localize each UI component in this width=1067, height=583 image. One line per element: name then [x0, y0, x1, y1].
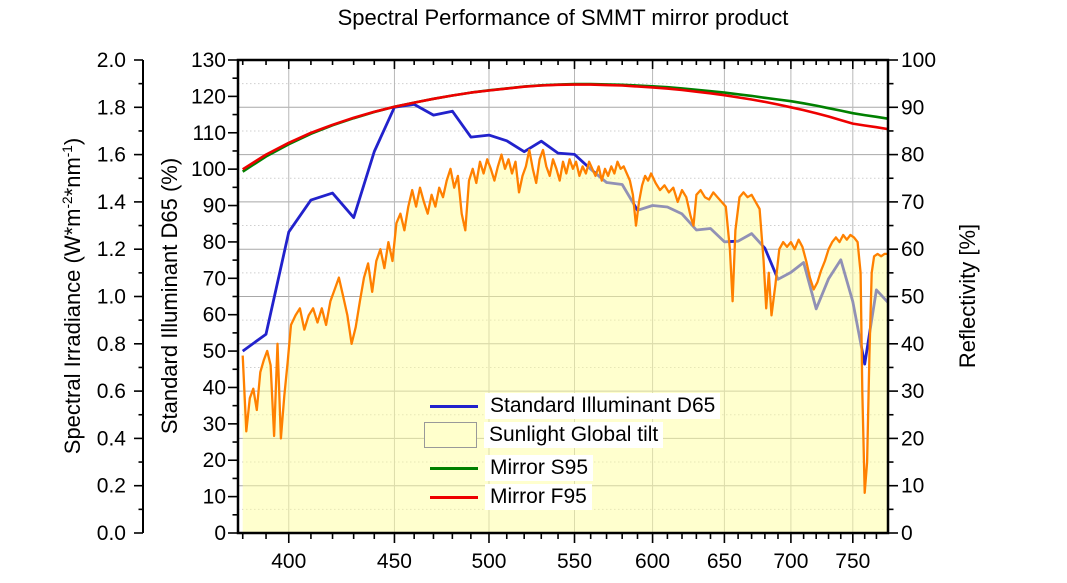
series-sunlight-fill [242, 149, 888, 533]
x-tick-label: 500 [471, 550, 506, 573]
legend-label: Sunlight Global tilt [484, 422, 664, 448]
irradiance-tick-label: 2.0 [97, 49, 126, 72]
x-tick-label: 700 [773, 550, 808, 573]
x-tick-label: 600 [635, 550, 670, 573]
reflectivity-tick-label: 70 [901, 191, 924, 214]
x-tick-label: 400 [271, 550, 306, 573]
plot-frame [236, 58, 890, 535]
legend-line-swatch-blue [430, 404, 478, 408]
irradiance-tick-label: 0.8 [97, 333, 126, 356]
d65-tick-label: 110 [193, 122, 226, 145]
reflectivity-tick-label: 40 [901, 333, 924, 356]
reflectivity-tick-label: 60 [901, 238, 924, 261]
irradiance-tick-label: 1.8 [97, 96, 126, 119]
d65-tick-label: 60 [203, 304, 226, 327]
d65-tick-label: 70 [203, 267, 226, 290]
d65-tick-label: 0 [214, 522, 226, 545]
legend-line-swatch-red [430, 495, 478, 499]
d65-tick-label: 10 [203, 486, 226, 509]
d65-tick-label: 100 [191, 158, 226, 181]
legend-item-sunlight: Sunlight Global tilt [424, 421, 664, 449]
x-tick-label: 750 [835, 550, 870, 573]
reflectivity-tick-label: 0 [901, 522, 913, 545]
legend-fill-swatch-yellow [424, 422, 477, 448]
reflectivity-tick-label: 20 [901, 427, 924, 450]
reflectivity-tick-label: 30 [901, 380, 924, 403]
legend-label: Standard Illuminant D65 [485, 393, 721, 419]
legend-label: Mirror F95 [485, 484, 592, 510]
irradiance-tick-label: 0.4 [97, 427, 127, 450]
chart-title: Spectral Performance of SMMT mirror prod… [337, 5, 789, 30]
legend-label: Mirror S95 [485, 455, 594, 481]
x-tick-label: 550 [557, 550, 592, 573]
irradiance-tick-label: 1.6 [97, 144, 126, 167]
d65-tick-label: 50 [203, 340, 226, 363]
irradiance-tick-label: 1.0 [97, 286, 126, 309]
legend-item-d65: Standard Illuminant D65 [424, 392, 721, 420]
d65-tick-label: 40 [203, 376, 226, 399]
x-tick-label: 650 [707, 550, 742, 573]
legend-item-mirror-f95: Mirror F95 [424, 483, 592, 511]
irradiance-tick-label: 0.2 [97, 475, 126, 498]
d65-tick-label: 20 [203, 449, 226, 472]
reflectivity-tick-label: 80 [901, 144, 924, 167]
reflectivity-tick-label: 50 [901, 286, 924, 309]
legend-line-swatch-green [430, 466, 478, 470]
irradiance-tick-label: 1.2 [97, 238, 126, 261]
d65-tick-label: 120 [191, 85, 226, 108]
d65-tick-label: 80 [203, 231, 226, 254]
d65-tick-label: 90 [203, 195, 226, 218]
d65-tick-label: 30 [203, 413, 226, 436]
reflectivity-tick-label: 100 [901, 49, 936, 72]
legend-item-mirror-s95: Mirror S95 [424, 454, 594, 482]
reflectivity-tick-label: 10 [901, 475, 924, 498]
irradiance-tick-label: 0.0 [97, 522, 126, 545]
d65-tick-label: 130 [191, 49, 226, 72]
series-mirror-f95 [242, 83, 889, 171]
reflectivity-tick-label: 90 [901, 96, 924, 119]
series-sunlight [241, 148, 888, 494]
irradiance-tick-label: 0.6 [97, 380, 126, 403]
irradiance-tick-label: 1.4 [97, 191, 127, 214]
x-tick-label: 450 [377, 550, 412, 573]
